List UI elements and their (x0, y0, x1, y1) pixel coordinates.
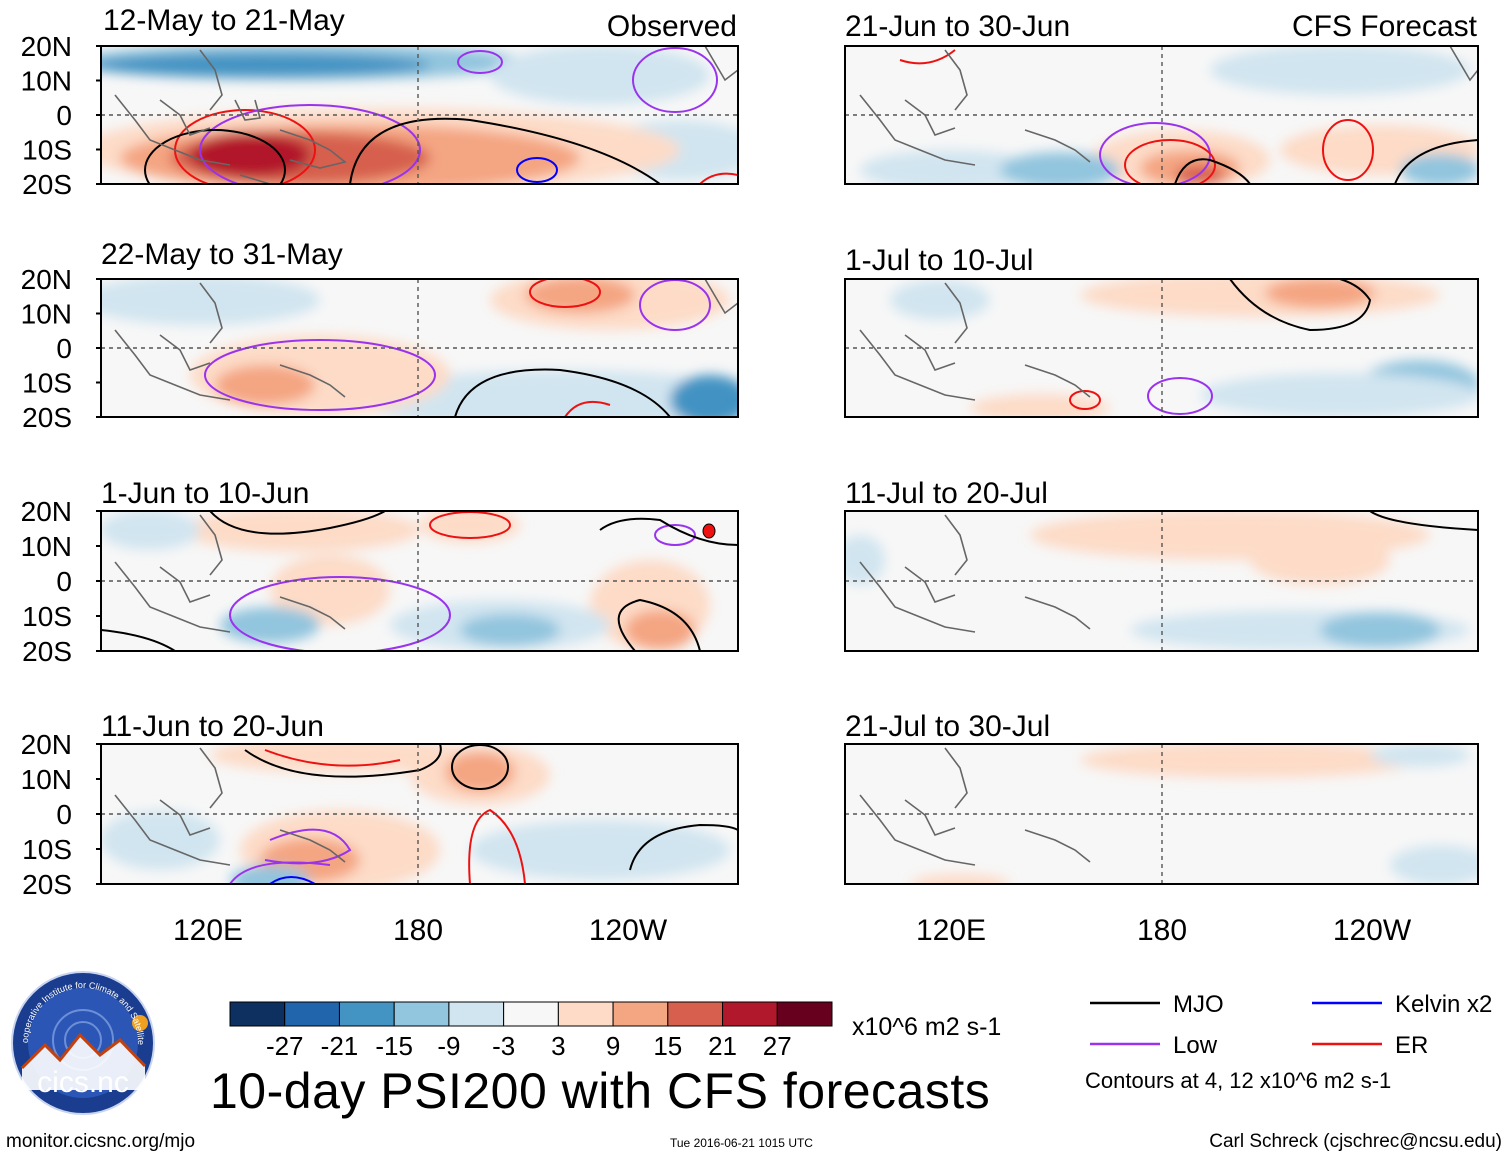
x-tick-label: 180 (393, 914, 443, 947)
panel-label-observed-3: 1-Jun to 10-Jun (101, 477, 309, 510)
colorbar-swatch (557, 1001, 614, 1027)
colorbar-swatch (284, 1001, 340, 1027)
y-tick-label: 20S (22, 402, 72, 433)
y-tick-label: 10S (22, 834, 72, 865)
y-tick-label: 20S (22, 869, 72, 900)
panel-label-forecast-2: 1-Jul to 10-Jul (845, 244, 1033, 277)
map-panel-observed-4 (100, 743, 739, 885)
map-panel-observed-2 (100, 278, 739, 418)
author-credit: Carl Schreck (cjschrec@ncsu.edu) (1209, 1131, 1502, 1152)
timestamp: Tue 2016-06-21 1015 UTC (670, 1136, 813, 1150)
colorbar-tick-label: -3 (492, 1031, 515, 1061)
map-panel-forecast-2 (844, 278, 1479, 418)
colorbar-tick-label: 21 (708, 1031, 737, 1061)
y-tick-label: 0 (56, 333, 72, 364)
colorbar-tick-label: 27 (763, 1031, 792, 1061)
colorbar-tick-label: -21 (321, 1031, 359, 1061)
colorbar-swatch (503, 1001, 559, 1027)
y-tick-label: 20N (21, 264, 72, 295)
panel-label-observed-2: 22-May to 31-May (101, 238, 343, 271)
legend-label: ER (1395, 1032, 1428, 1059)
x-tick-label: 120E (916, 914, 986, 947)
map-panel-forecast-1 (844, 45, 1479, 185)
y-tick-label: 0 (56, 799, 72, 830)
colorbar-tick-label: 9 (606, 1031, 620, 1061)
x-tick-label: 120E (173, 914, 243, 947)
y-tick-label: 20N (21, 729, 72, 760)
colorbar-units: x10^6 m2 s-1 (852, 1013, 1002, 1041)
x-tick-labels: 120E 180 120W 120E 180 120W (173, 914, 1412, 947)
map-panel-observed-1 (100, 45, 739, 185)
figure-title: 10-day PSI200 with CFS forecasts (210, 1063, 991, 1119)
colorbar: -27 -21 -15 -9 -3 3 9 15 21 27 (229, 1001, 833, 1061)
logo-text: cics.nc (37, 1066, 129, 1099)
panel-label-observed-4: 11-Jun to 20-Jun (101, 710, 324, 743)
colorbar-tick-label: 15 (653, 1031, 682, 1061)
y-tick-labels: 20N10N010S20S20N10N010S20S20N10N010S20S2… (21, 31, 101, 900)
y-tick-label: 10N (21, 299, 72, 330)
colorbar-tick-label: -27 (266, 1031, 304, 1061)
y-tick-label: 10N (21, 764, 72, 795)
colorbar-tick-label: 3 (551, 1031, 565, 1061)
colorbar-swatch (393, 1001, 450, 1027)
panel-label-observed-1: 12-May to 21-May (103, 4, 345, 37)
y-tick-label: 20N (21, 496, 72, 527)
y-tick-label: 0 (56, 100, 72, 131)
x-tick-label: 180 (1137, 914, 1187, 947)
map-panel-observed-3 (100, 510, 739, 652)
panel-label-forecast-4: 21-Jul to 30-Jul (845, 710, 1050, 743)
observed-header: Observed (607, 10, 737, 43)
y-tick-label: 10S (22, 601, 72, 632)
legend-label: Kelvin x2 (1395, 991, 1492, 1018)
colorbar-swatch (338, 1001, 395, 1027)
y-tick-label: 10N (21, 531, 72, 562)
colorbar-swatch (229, 1001, 286, 1027)
y-tick-label: 0 (56, 566, 72, 597)
contour-legend: MJO Kelvin x2 Low ER (1090, 991, 1492, 1059)
panel-label-forecast-3: 11-Jul to 20-Jul (845, 477, 1048, 510)
y-tick-label: 10N (21, 66, 72, 97)
legend-label: Low (1173, 1032, 1218, 1059)
panel-label-forecast-1: 21-Jun to 30-Jun (845, 10, 1070, 43)
colorbar-swatch (722, 1001, 778, 1027)
colorbar-tick-label: -9 (437, 1031, 460, 1061)
colorbar-swatch (667, 1001, 724, 1027)
colorbar-tick-label: -15 (375, 1031, 413, 1061)
contour-note: Contours at 4, 12 x10^6 m2 s-1 (1085, 1068, 1392, 1093)
x-tick-label: 120W (589, 914, 668, 947)
map-panel-forecast-4 (844, 743, 1479, 885)
colorbar-swatch (448, 1001, 505, 1027)
map-panel-forecast-3 (844, 510, 1479, 652)
colorbar-swatch (612, 1001, 669, 1027)
y-tick-label: 20S (22, 636, 72, 667)
legend-label: MJO (1173, 991, 1224, 1018)
colorbar-swatch (776, 1001, 833, 1027)
y-tick-label: 10S (22, 135, 72, 166)
cfs-forecast-header: CFS Forecast (1292, 10, 1478, 43)
y-tick-label: 10S (22, 368, 72, 399)
site-url-link[interactable]: monitor.cicsnc.org/mjo (6, 1131, 196, 1152)
y-tick-label: 20S (22, 169, 72, 200)
y-tick-label: 20N (21, 31, 72, 62)
x-tick-label: 120W (1333, 914, 1412, 947)
